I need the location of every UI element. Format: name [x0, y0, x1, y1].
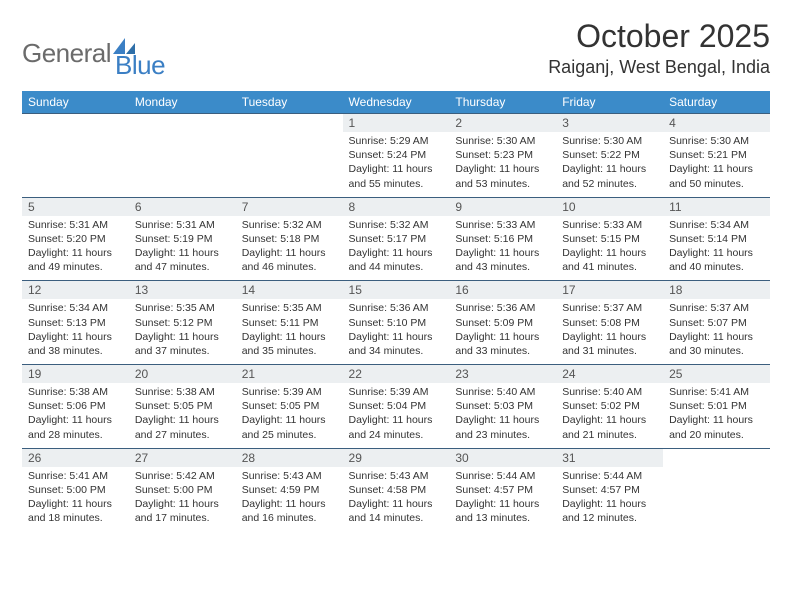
day-detail-row: Sunrise: 5:38 AMSunset: 5:06 PMDaylight:… [22, 383, 770, 448]
day-detail-row: Sunrise: 5:29 AMSunset: 5:24 PMDaylight:… [22, 132, 770, 197]
day-number-cell: 3 [556, 114, 663, 133]
day-detail-cell [22, 132, 129, 197]
day-detail-cell: Sunrise: 5:43 AMSunset: 4:58 PMDaylight:… [343, 467, 450, 532]
day-detail-cell: Sunrise: 5:41 AMSunset: 5:01 PMDaylight:… [663, 383, 770, 448]
day-number-cell: 23 [449, 365, 556, 384]
day-detail-cell: Sunrise: 5:40 AMSunset: 5:02 PMDaylight:… [556, 383, 663, 448]
day-number-cell: 29 [343, 448, 450, 467]
day-number-cell: 11 [663, 197, 770, 216]
location-text: Raiganj, West Bengal, India [548, 57, 770, 78]
day-number-cell: 28 [236, 448, 343, 467]
day-detail-cell: Sunrise: 5:35 AMSunset: 5:11 PMDaylight:… [236, 299, 343, 364]
day-detail-cell: Sunrise: 5:32 AMSunset: 5:18 PMDaylight:… [236, 216, 343, 281]
day-detail-row: Sunrise: 5:34 AMSunset: 5:13 PMDaylight:… [22, 299, 770, 364]
calendar-table: Sunday Monday Tuesday Wednesday Thursday… [22, 91, 770, 531]
weekday-header: Tuesday [236, 91, 343, 114]
day-detail-cell: Sunrise: 5:34 AMSunset: 5:13 PMDaylight:… [22, 299, 129, 364]
day-detail-cell: Sunrise: 5:43 AMSunset: 4:59 PMDaylight:… [236, 467, 343, 532]
day-number-cell: 22 [343, 365, 450, 384]
day-detail-cell: Sunrise: 5:30 AMSunset: 5:23 PMDaylight:… [449, 132, 556, 197]
day-number-cell: 16 [449, 281, 556, 300]
day-number-cell: 6 [129, 197, 236, 216]
day-number-cell: 19 [22, 365, 129, 384]
day-number-cell: 31 [556, 448, 663, 467]
day-number-cell: 1 [343, 114, 450, 133]
day-detail-cell: Sunrise: 5:29 AMSunset: 5:24 PMDaylight:… [343, 132, 450, 197]
day-detail-cell: Sunrise: 5:42 AMSunset: 5:00 PMDaylight:… [129, 467, 236, 532]
day-number-cell: 2 [449, 114, 556, 133]
day-number-cell: 15 [343, 281, 450, 300]
day-detail-cell: Sunrise: 5:44 AMSunset: 4:57 PMDaylight:… [449, 467, 556, 532]
day-detail-cell: Sunrise: 5:33 AMSunset: 5:15 PMDaylight:… [556, 216, 663, 281]
day-number-cell: 4 [663, 114, 770, 133]
weekday-header: Monday [129, 91, 236, 114]
day-number-cell: 21 [236, 365, 343, 384]
day-detail-cell: Sunrise: 5:36 AMSunset: 5:09 PMDaylight:… [449, 299, 556, 364]
day-number-cell: 27 [129, 448, 236, 467]
day-detail-cell: Sunrise: 5:33 AMSunset: 5:16 PMDaylight:… [449, 216, 556, 281]
day-detail-cell: Sunrise: 5:37 AMSunset: 5:08 PMDaylight:… [556, 299, 663, 364]
day-number-row: 262728293031 [22, 448, 770, 467]
day-number-cell: 20 [129, 365, 236, 384]
day-number-cell: 17 [556, 281, 663, 300]
day-detail-row: Sunrise: 5:31 AMSunset: 5:20 PMDaylight:… [22, 216, 770, 281]
day-detail-cell [663, 467, 770, 532]
day-detail-row: Sunrise: 5:41 AMSunset: 5:00 PMDaylight:… [22, 467, 770, 532]
day-number-cell: 24 [556, 365, 663, 384]
day-number-cell: 26 [22, 448, 129, 467]
month-title: October 2025 [548, 18, 770, 55]
day-detail-cell: Sunrise: 5:36 AMSunset: 5:10 PMDaylight:… [343, 299, 450, 364]
weekday-header: Saturday [663, 91, 770, 114]
day-number-row: 1234 [22, 114, 770, 133]
day-number-cell: 13 [129, 281, 236, 300]
title-block: October 2025 Raiganj, West Bengal, India [548, 18, 770, 78]
day-number-cell: 30 [449, 448, 556, 467]
day-detail-cell: Sunrise: 5:37 AMSunset: 5:07 PMDaylight:… [663, 299, 770, 364]
day-number-cell: 10 [556, 197, 663, 216]
weekday-header: Wednesday [343, 91, 450, 114]
day-detail-cell: Sunrise: 5:44 AMSunset: 4:57 PMDaylight:… [556, 467, 663, 532]
day-number-cell: 7 [236, 197, 343, 216]
calendar-body: 1234Sunrise: 5:29 AMSunset: 5:24 PMDayli… [22, 114, 770, 532]
day-number-cell: 14 [236, 281, 343, 300]
day-number-cell [236, 114, 343, 133]
day-detail-cell: Sunrise: 5:41 AMSunset: 5:00 PMDaylight:… [22, 467, 129, 532]
day-number-row: 19202122232425 [22, 365, 770, 384]
day-detail-cell: Sunrise: 5:38 AMSunset: 5:05 PMDaylight:… [129, 383, 236, 448]
day-number-cell [129, 114, 236, 133]
day-number-cell: 5 [22, 197, 129, 216]
day-detail-cell [129, 132, 236, 197]
day-detail-cell: Sunrise: 5:34 AMSunset: 5:14 PMDaylight:… [663, 216, 770, 281]
day-number-cell: 25 [663, 365, 770, 384]
weekday-header-row: Sunday Monday Tuesday Wednesday Thursday… [22, 91, 770, 114]
weekday-header: Friday [556, 91, 663, 114]
day-number-cell: 18 [663, 281, 770, 300]
brand-logo: General Blue [22, 26, 165, 81]
day-number-row: 12131415161718 [22, 281, 770, 300]
day-detail-cell: Sunrise: 5:39 AMSunset: 5:05 PMDaylight:… [236, 383, 343, 448]
day-detail-cell: Sunrise: 5:30 AMSunset: 5:21 PMDaylight:… [663, 132, 770, 197]
weekday-header: Thursday [449, 91, 556, 114]
day-number-cell [22, 114, 129, 133]
day-detail-cell: Sunrise: 5:39 AMSunset: 5:04 PMDaylight:… [343, 383, 450, 448]
day-detail-cell: Sunrise: 5:40 AMSunset: 5:03 PMDaylight:… [449, 383, 556, 448]
day-detail-cell: Sunrise: 5:31 AMSunset: 5:20 PMDaylight:… [22, 216, 129, 281]
day-detail-cell: Sunrise: 5:30 AMSunset: 5:22 PMDaylight:… [556, 132, 663, 197]
brand-part1: General [22, 38, 111, 69]
day-number-row: 567891011 [22, 197, 770, 216]
brand-part2: Blue [115, 50, 165, 81]
day-detail-cell [236, 132, 343, 197]
day-detail-cell: Sunrise: 5:31 AMSunset: 5:19 PMDaylight:… [129, 216, 236, 281]
day-number-cell [663, 448, 770, 467]
day-detail-cell: Sunrise: 5:35 AMSunset: 5:12 PMDaylight:… [129, 299, 236, 364]
day-detail-cell: Sunrise: 5:32 AMSunset: 5:17 PMDaylight:… [343, 216, 450, 281]
day-number-cell: 9 [449, 197, 556, 216]
weekday-header: Sunday [22, 91, 129, 114]
header: General Blue October 2025 Raiganj, West … [22, 18, 770, 81]
day-number-cell: 8 [343, 197, 450, 216]
day-detail-cell: Sunrise: 5:38 AMSunset: 5:06 PMDaylight:… [22, 383, 129, 448]
day-number-cell: 12 [22, 281, 129, 300]
